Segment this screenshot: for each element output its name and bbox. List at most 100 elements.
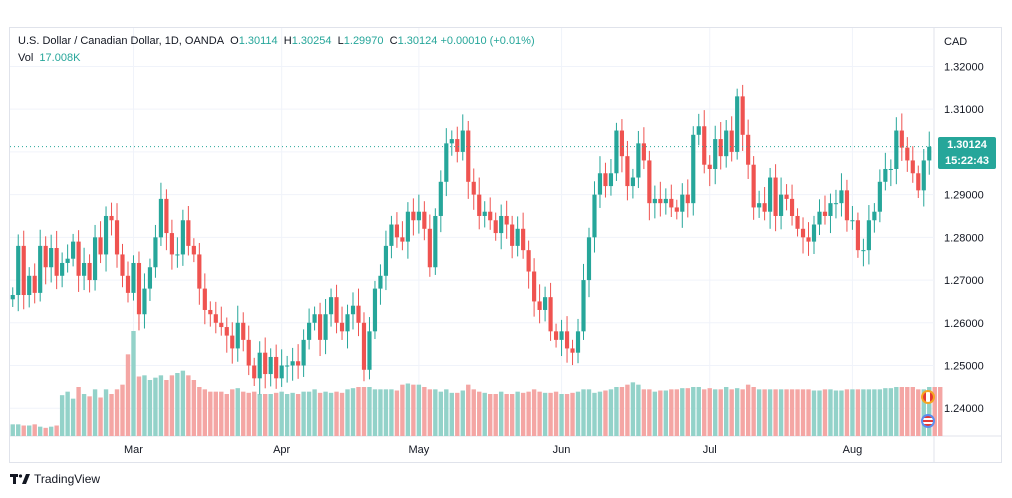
y-tick-label: 1.25000 [944,361,984,373]
high-label: H [283,35,292,47]
candle-body [169,233,174,255]
candle-body [367,331,372,370]
candle-body [619,130,625,157]
candle-body [625,156,630,187]
candle-body [822,211,828,216]
candle-body [773,177,778,216]
volume-bar [411,384,416,436]
volume-bar [734,388,740,436]
candle-body [334,297,339,323]
candle-body [416,211,421,221]
candle-body [65,258,70,263]
volume-bar [290,392,295,436]
volume-bar [806,389,811,436]
candle-body [685,194,690,204]
volume-bar [306,391,312,436]
candle-body [806,237,811,242]
volume-bar [789,389,795,436]
volume-bar [120,384,125,436]
candle-body [438,181,443,216]
volume-bar [575,391,581,436]
brand-name[interactable]: TradingView [34,472,101,486]
y-tick-label: 1.31000 [944,104,984,116]
volume-bar [378,389,383,436]
candle-body [191,245,196,255]
candle-body [729,130,734,152]
candle-body [114,220,120,255]
volume-bar [663,390,669,436]
volume-bar [927,387,932,436]
candle-body [361,322,367,370]
candle-body [213,314,218,323]
volume-bar [597,391,603,436]
candle-body [296,361,301,366]
volume-bar [641,389,647,436]
volume-bar [87,396,92,436]
candle-body [515,228,520,246]
candle-body [317,314,323,340]
volume-bar [800,389,806,436]
candle-body [532,271,537,302]
candle-body [680,194,685,212]
volume-bar [109,394,114,436]
volume-bar [488,394,493,436]
volume-bar [938,387,943,436]
candle-body [180,220,185,255]
candle-body [839,190,844,204]
volume-bar [691,387,696,436]
volume-bar [76,387,81,436]
close-label: C [389,35,398,47]
candle-body [575,331,581,353]
candle-body [109,215,114,221]
canada-flag-icon[interactable] [921,390,935,404]
volume-bar [861,389,866,436]
candle-body [136,262,142,315]
candle-body [175,254,180,256]
volume-bar [855,389,861,436]
candle-body [702,126,707,165]
candle-body [630,177,635,187]
volume-bar [10,424,15,436]
volume-bar [636,384,641,436]
volume-bar [559,394,564,436]
candle-body [400,237,405,242]
volume-bar [98,397,103,436]
volume-bar [323,391,328,436]
candle-body [471,181,476,195]
candle-body [466,130,471,182]
candle-body [927,146,932,161]
candle-body [828,203,833,216]
candle-body [855,220,860,251]
tradingview-logo-icon[interactable] [10,473,30,485]
volume-bar [400,384,405,436]
volume-bar [477,391,482,436]
volume-bar [888,388,894,436]
volume-bar [669,389,674,436]
volume-bar [37,426,43,436]
volume-bar [652,391,658,436]
candle-body [378,275,383,289]
volume-bar [449,392,454,436]
candle-body [164,198,169,234]
x-tick-label: Jul [703,444,717,456]
candle-body [652,198,657,204]
candle-body [746,134,751,165]
volume-bar [707,388,712,436]
candle-body [307,322,312,340]
volume-bar [197,387,202,436]
volume-bar [674,389,679,436]
volume-bar [158,375,164,436]
usa-flag-icon[interactable] [921,414,935,428]
volume-bar [493,394,498,436]
volume-bar [224,394,229,436]
volume-bar [817,390,822,436]
volume-bar [202,389,208,436]
candle-body [762,203,767,212]
candle-body [608,173,614,187]
volume-bar [16,424,21,436]
candle-body [235,322,240,349]
volume-bar [696,387,701,436]
candle-body [208,309,213,315]
candle-body [54,248,59,276]
